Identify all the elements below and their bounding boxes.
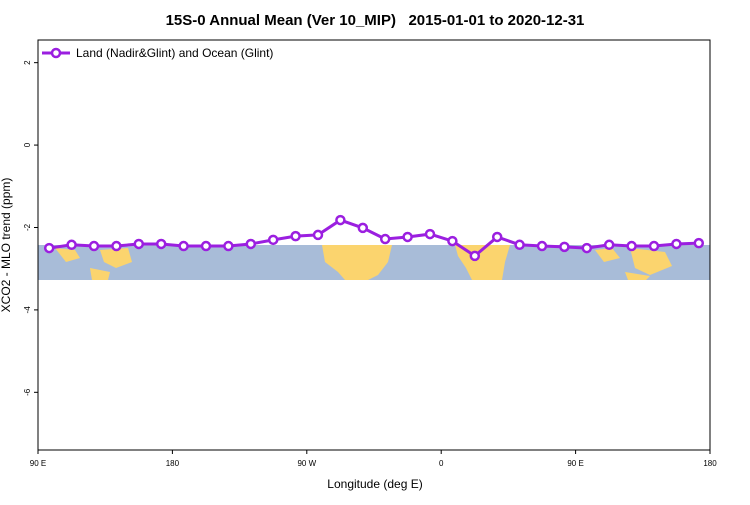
x-tick-label: 180 xyxy=(703,459,717,468)
data-point xyxy=(648,240,660,252)
plot-frame xyxy=(37,39,711,451)
data-point xyxy=(469,250,481,262)
chart-title: 15S-0 Annual Mean (Ver 10_MIP) 2015-01-0… xyxy=(166,12,585,29)
y-tick-label: 2 xyxy=(23,60,32,65)
data-point xyxy=(424,228,436,240)
x-tick-label: 180 xyxy=(166,459,180,468)
data-point xyxy=(43,242,55,254)
x-axis-label: Longitude (deg E) xyxy=(327,477,422,491)
x-tick-label: 90 W xyxy=(297,459,316,468)
data-point xyxy=(133,238,145,250)
data-point xyxy=(223,240,234,252)
data-point xyxy=(200,240,212,252)
data-point xyxy=(111,240,122,252)
data-point xyxy=(536,240,548,252)
data-point xyxy=(559,241,570,253)
data-point xyxy=(335,214,346,226)
data-point xyxy=(66,239,77,251)
y-tick-label: -4 xyxy=(23,306,32,314)
y-tick-label: -2 xyxy=(23,223,32,231)
legend-marker xyxy=(50,47,62,59)
data-point xyxy=(178,240,189,252)
x-tick-label: 0 xyxy=(439,459,444,468)
map-background xyxy=(38,245,710,280)
x-tick-label: 90 E xyxy=(30,459,46,468)
data-point xyxy=(312,229,324,241)
data-point xyxy=(88,240,100,252)
y-tick-label: 0 xyxy=(23,142,32,147)
data-point xyxy=(671,238,682,250)
data-point xyxy=(514,239,525,251)
data-point xyxy=(491,231,503,243)
data-point xyxy=(379,233,391,245)
data-point xyxy=(402,231,413,243)
data-point xyxy=(603,239,615,251)
data-point xyxy=(693,237,705,249)
data-point xyxy=(267,234,279,246)
data-point xyxy=(245,238,257,250)
data-point xyxy=(626,240,637,252)
data-point xyxy=(581,242,593,254)
y-axis-label: XCO2 - MLO trend (ppm) xyxy=(0,178,13,313)
data-point xyxy=(447,235,458,247)
data-point xyxy=(357,222,369,234)
legend: Land (Nadir&Glint) and Ocean (Glint) xyxy=(42,46,273,60)
legend-label: Land (Nadir&Glint) and Ocean (Glint) xyxy=(76,46,273,60)
x-tick-label: 90 E xyxy=(567,459,583,468)
data-point xyxy=(155,238,167,250)
data-point xyxy=(290,230,301,242)
y-tick-label: -6 xyxy=(23,388,32,396)
